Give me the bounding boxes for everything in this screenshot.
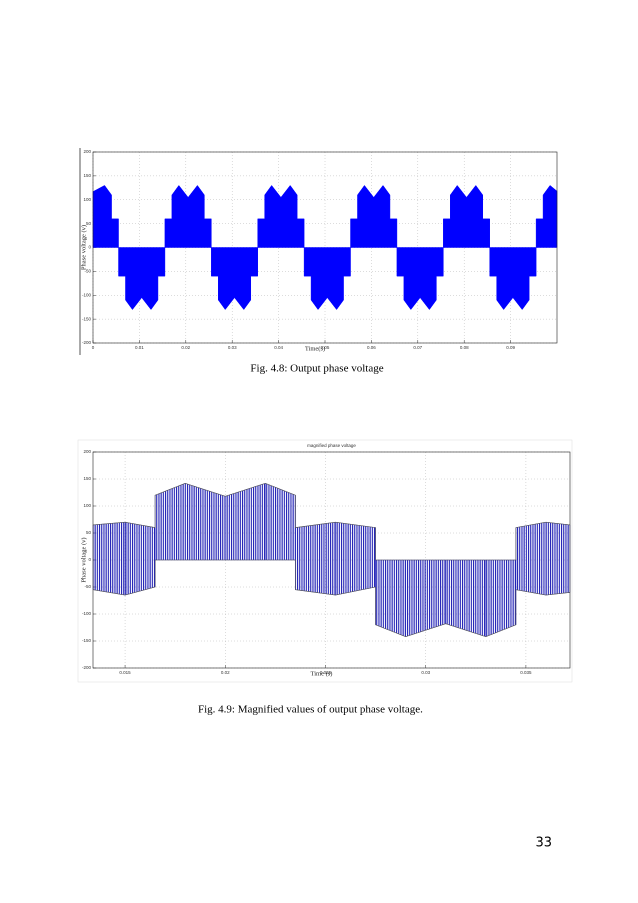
x-tick-label: 0.08: [460, 345, 469, 350]
pwm-band: [295, 522, 336, 596]
x-tick-label: 0.05: [321, 345, 330, 350]
pwm-band: [124, 522, 156, 596]
y-tick-label: 150: [83, 476, 91, 481]
caption: Fig. 4.8: Output phase voltage: [250, 363, 383, 375]
x-tick-label: 0.02: [181, 345, 190, 350]
pwm-band: [405, 559, 446, 637]
x-tick-label: 0.06: [367, 345, 376, 350]
envelope-line: [92, 483, 571, 561]
y-tick-label: -50: [84, 269, 91, 274]
caption: Fig. 4.9: Magnified values of output pha…: [198, 704, 423, 716]
pwm-band: [185, 483, 226, 561]
x-tick-label: 0.015: [119, 670, 131, 675]
x-tick-label: 0.035: [520, 670, 532, 675]
envelope-line: [92, 559, 571, 637]
y-tick-label: 200: [83, 449, 91, 454]
pwm-band: [445, 559, 486, 637]
pwm-band: [335, 522, 376, 596]
y-tick-label: 150: [83, 173, 91, 178]
pwm-band: [92, 522, 126, 596]
x-tick-label: 0.01: [135, 345, 144, 350]
x-tick-label: 0.07: [413, 345, 422, 350]
x-tick-label: 0.03: [421, 670, 430, 675]
x-tick-label: 0.04: [274, 345, 283, 350]
pwm-band: [375, 559, 406, 637]
y-axis-label: Phase voltage (v): [80, 225, 87, 270]
x-tick-label: 0.09: [506, 345, 515, 350]
pwm-band: [485, 559, 517, 637]
waveform-area: [92, 185, 558, 310]
pwm-band: [545, 522, 571, 596]
y-axis-label: Phase voltage (v): [80, 537, 87, 582]
y-tick-label: -150: [82, 638, 92, 643]
chart-title: magnified phase voltage: [307, 443, 356, 448]
pwm-band: [265, 483, 296, 561]
plot-frame: [92, 451, 571, 669]
figure-border: [77, 439, 573, 683]
plot-frame: [92, 151, 558, 344]
y-tick-label: -100: [82, 292, 92, 297]
y-tick-label: 200: [83, 149, 91, 154]
page-number: 33: [535, 836, 552, 851]
y-tick-label: 0: [88, 557, 91, 562]
x-tick-label: 0.02: [221, 670, 230, 675]
y-tick-label: 100: [83, 503, 91, 508]
x-tick-label: 0.03: [228, 345, 237, 350]
x-tick-label: 0: [92, 345, 95, 350]
x-axis-label: Time(s): [305, 345, 325, 352]
y-tick-label: 100: [83, 197, 91, 202]
y-tick-label: 50: [86, 530, 92, 535]
y-tick-label: -200: [82, 340, 92, 345]
y-tick-label: -100: [82, 611, 92, 616]
pwm-band: [225, 483, 266, 561]
pwm-band: [515, 522, 547, 596]
y-tick-label: 0: [88, 245, 91, 250]
y-tick-label: -150: [82, 316, 92, 321]
y-tick-label: 50: [86, 221, 92, 226]
y-tick-label: -50: [84, 584, 91, 589]
x-axis-label: Time (s): [311, 670, 333, 677]
pwm-band: [154, 483, 186, 561]
y-tick-label: -200: [82, 665, 92, 670]
x-tick-label: 0.025: [320, 670, 332, 675]
